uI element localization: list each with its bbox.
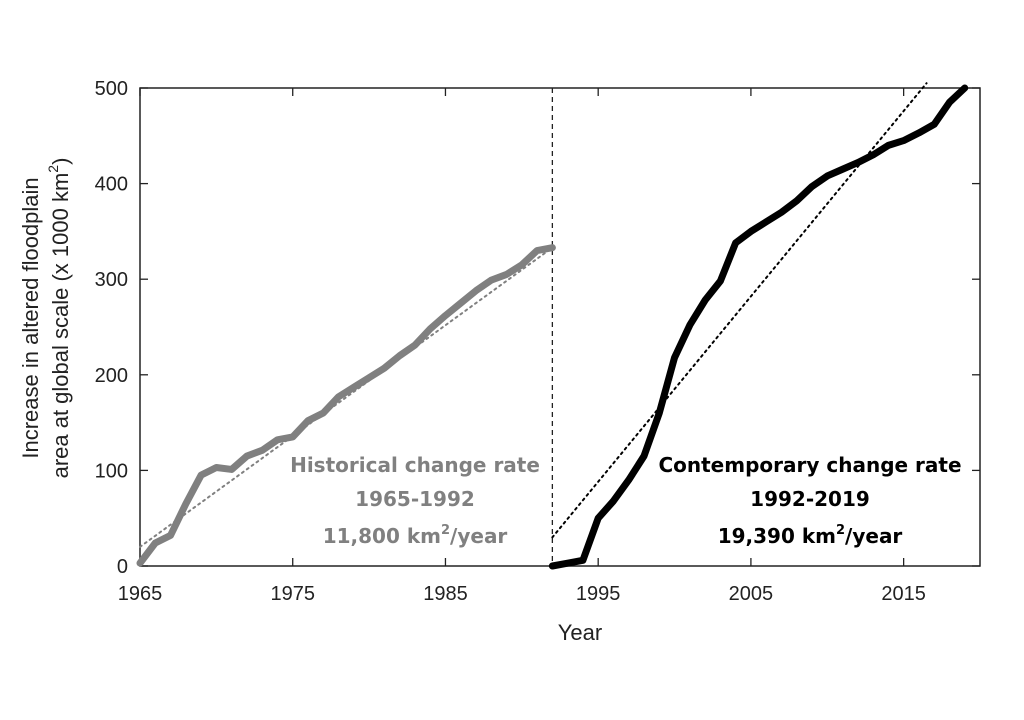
historical-annotation: Historical change rate 1965-1992 11,800 … [290, 453, 540, 548]
contemporary-annotation-title: Contemporary change rate [658, 453, 961, 477]
y-axis-title-line2: area at global scale (x 1000 km2) [45, 158, 73, 479]
series-lines [136, 84, 969, 570]
historical-annotation-period: 1965-1992 [355, 487, 475, 511]
x-tick-label: 1975 [270, 583, 315, 605]
historical-trend-line [139, 246, 554, 548]
y-tick-label: 0 [117, 556, 128, 578]
x-tick-label: 1985 [423, 583, 468, 605]
historical-annotation-title: Historical change rate [290, 453, 540, 477]
contemporary-annotation-rate: 19,390 km2/year [718, 523, 903, 548]
y-tick-label: 500 [95, 78, 128, 100]
y-tick-label: 300 [95, 269, 128, 291]
contemporary-annotation-period: 1992-2019 [750, 487, 870, 511]
x-tick-label: 1965 [118, 583, 163, 605]
contemporary-series-line [548, 84, 969, 570]
y-tick-label: 200 [95, 365, 128, 387]
x-tick-label: 2015 [881, 583, 926, 605]
y-tick-label: 100 [95, 460, 128, 482]
historical-annotation-rate: 11,800 km2/year [323, 523, 508, 548]
x-axis-title: Year [558, 620, 602, 645]
ticks-layer: 1965 1975 1985 1995 2005 2015 0 100 200 300 400 500 [95, 78, 980, 605]
contemporary-annotation: Contemporary change rate 1992-2019 19,39… [658, 453, 961, 548]
x-tick-label: 1995 [576, 583, 621, 605]
historical-series-line [136, 244, 556, 567]
y-tick-label: 400 [95, 174, 128, 196]
y-axis-title-line1: Increase in altered floodplain [18, 177, 43, 458]
x-tick-label: 2005 [729, 583, 774, 605]
trend-lines [139, 82, 928, 548]
contemporary-trend-line [551, 82, 928, 539]
y-axis-title: Increase in altered floodplain area at g… [18, 158, 73, 479]
